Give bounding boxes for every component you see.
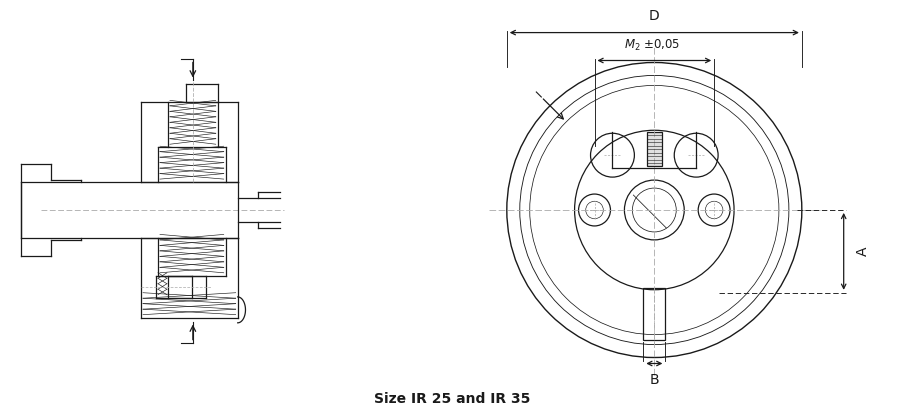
- Text: Size IR 25 and IR 35: Size IR 25 and IR 35: [374, 392, 530, 407]
- Text: B: B: [650, 373, 659, 388]
- Text: D: D: [649, 9, 660, 23]
- Text: $M_2$ ±0,05: $M_2$ ±0,05: [624, 37, 680, 52]
- Bar: [646, 132, 662, 166]
- Text: A: A: [856, 247, 869, 256]
- Bar: [644, 288, 665, 340]
